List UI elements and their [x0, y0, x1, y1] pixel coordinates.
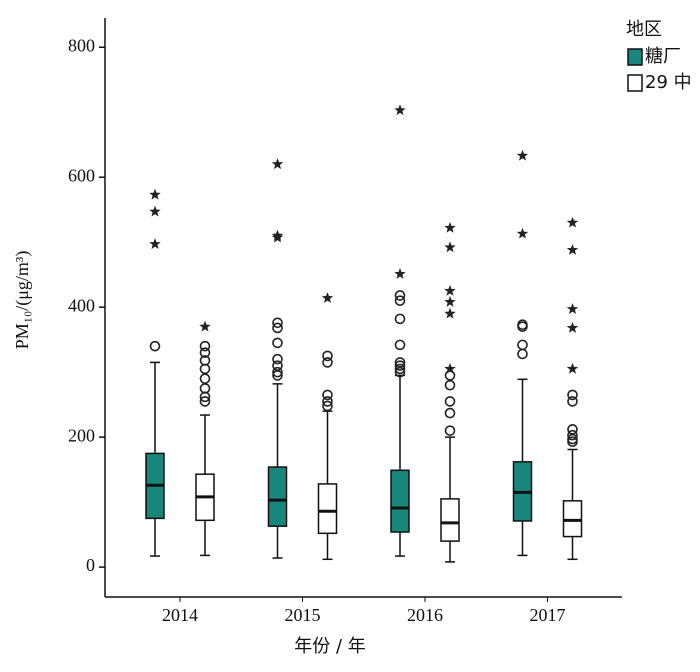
outlier [444, 425, 456, 436]
outlier [199, 373, 211, 384]
outlier [272, 353, 283, 365]
outlier [517, 348, 528, 360]
extreme [149, 188, 161, 200]
extreme [566, 362, 579, 374]
y-tick-label: 600 [68, 165, 95, 185]
outlier [322, 400, 333, 412]
extreme [566, 303, 579, 314]
outlier [394, 363, 406, 375]
outlier [199, 340, 211, 352]
extreme [444, 295, 456, 307]
outlier [394, 339, 406, 351]
outlier [199, 396, 211, 407]
extreme [516, 149, 529, 161]
legend-swatch [627, 74, 643, 92]
outlier [322, 350, 333, 362]
extreme [271, 158, 284, 170]
box [317, 483, 338, 535]
outlier [272, 366, 283, 378]
outlier [567, 436, 578, 447]
extreme [444, 362, 456, 374]
extreme [149, 238, 161, 249]
x-axis-label: 年份 / 年 [294, 636, 366, 657]
extreme [444, 241, 456, 253]
outlier [272, 337, 283, 349]
box [267, 466, 288, 527]
extreme [271, 231, 284, 243]
extreme [444, 284, 456, 296]
extreme [199, 320, 211, 332]
x-tick-label: 2017 [530, 605, 566, 625]
outlier [567, 389, 578, 401]
outlier [394, 295, 406, 306]
outlier [567, 429, 578, 441]
extreme [566, 216, 579, 228]
box [390, 469, 410, 533]
box [562, 500, 583, 538]
x-tick-label: 2015 [285, 605, 321, 625]
y-tick-label: 400 [68, 295, 95, 315]
outlier [444, 370, 456, 381]
outlier [394, 290, 406, 301]
outlier [272, 322, 283, 334]
extreme [516, 227, 529, 239]
extreme [149, 205, 161, 217]
outlier [517, 321, 528, 332]
outlier [444, 379, 456, 391]
y-tick-label: 200 [68, 425, 95, 445]
outlier [567, 396, 578, 407]
outlier [322, 396, 333, 407]
outlier [394, 366, 406, 378]
outlier [149, 340, 161, 352]
extreme [394, 268, 406, 279]
extreme [444, 221, 456, 233]
extreme [394, 104, 406, 116]
y-axis-label: PM₁₀/(μg/m³) [12, 251, 33, 350]
box [440, 498, 460, 542]
outlier [199, 347, 211, 358]
outlier [272, 370, 283, 381]
legend-title: 地区 [626, 19, 662, 40]
outlier [444, 396, 456, 407]
extreme [444, 307, 456, 319]
outlier [272, 317, 283, 329]
outlier [322, 357, 333, 368]
extreme [566, 243, 579, 255]
x-tick-label: 2016 [407, 605, 443, 625]
outlier [517, 339, 528, 351]
legend-label: 糖厂 [645, 46, 681, 67]
y-tick-label: 0 [86, 555, 95, 575]
outlier [444, 407, 456, 419]
extreme [321, 292, 334, 303]
outlier [394, 360, 406, 371]
outlier [394, 313, 406, 325]
outlier [199, 391, 211, 403]
x-tick-label: 2014 [162, 605, 198, 625]
y-tick-label: 800 [68, 35, 95, 55]
legend-swatch [627, 48, 643, 66]
outlier [322, 389, 333, 401]
extreme [566, 321, 579, 333]
legend-label: 29 中 [645, 72, 692, 93]
